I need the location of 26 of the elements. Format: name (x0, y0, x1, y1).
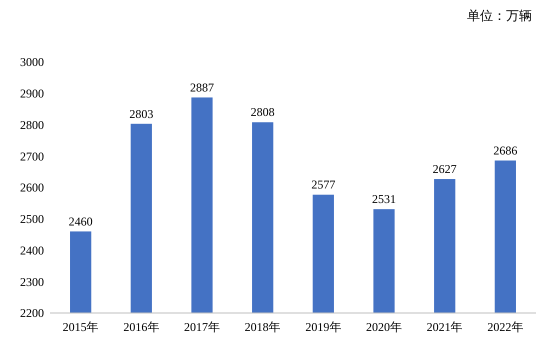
text: 单位：万辆 (467, 9, 532, 24)
data-label: 2460 (68, 214, 93, 228)
data-label: 2686 (493, 144, 518, 158)
y-tick-label: 3000 (20, 55, 44, 70)
y-tick-label: 2500 (20, 212, 44, 226)
y-tick-label: 2900 (20, 86, 44, 101)
y-tick-label: 2800 (20, 118, 44, 132)
x-tick-label: 2016年 (123, 320, 160, 334)
x-tick-label: 2017年 (184, 320, 220, 334)
y-tick-label: 2700 (20, 149, 44, 164)
data-label: 2808 (250, 105, 275, 120)
data-label: 2627 (432, 162, 457, 176)
x-tick-label: 2022年 (487, 320, 524, 334)
y-tick-label: 2300 (20, 274, 44, 289)
data-label: 2887 (190, 80, 214, 94)
x-tick-label: 2020年 (366, 320, 402, 334)
x-tick-label: 2018年 (244, 320, 281, 334)
x-tick-label: 2015年 (62, 320, 99, 334)
data-label: 2577 (311, 178, 336, 192)
data-label: 2803 (129, 106, 154, 121)
data-label: 2531 (372, 192, 396, 206)
y-tick-label: 2400 (20, 243, 44, 258)
x-tick-label: 2019年 (305, 320, 342, 334)
y-tick-label: 2200 (20, 306, 44, 320)
y-tick-label: 2600 (20, 180, 44, 195)
x-tick-label: 2021年 (426, 320, 463, 334)
